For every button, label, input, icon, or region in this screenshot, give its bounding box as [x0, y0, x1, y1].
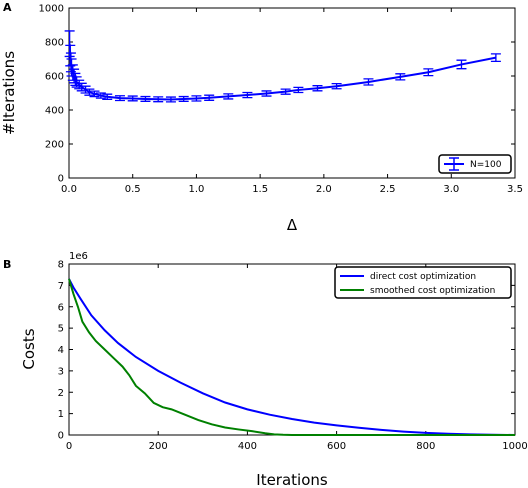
x-tick-label-b: 1000: [502, 441, 527, 452]
x-tick-label-a: 3.0: [443, 184, 459, 195]
x-tick-label-b: 200: [149, 441, 168, 452]
y-multiplier-label: 1e6: [69, 251, 88, 262]
x-tick-label-a: 2.0: [316, 184, 332, 195]
series-line-n100: [68, 43, 497, 101]
legend-box-b: [334, 266, 512, 299]
x-tick-label-b: 400: [238, 441, 257, 452]
y-tick-label-b: 6: [58, 302, 64, 313]
x-tick-label-a: 0.5: [125, 184, 141, 195]
legend-b: direct cost optimization smoothed cost o…: [334, 266, 512, 299]
y-ticks-a: 0 200 400 600 800 1000: [39, 4, 515, 185]
y-axis-label-b: Costs: [20, 328, 38, 369]
series-b: [68, 278, 516, 436]
y-axis-label-a: #Iterations: [0, 51, 18, 135]
series-line-direct: [68, 278, 516, 436]
legend-marker-n100: [444, 157, 464, 171]
x-tick-label-b: 600: [327, 441, 346, 452]
x-tick-label-a: 3.5: [507, 184, 523, 195]
y-tick-label-b: 2: [58, 388, 64, 399]
y-tick-label-a: 800: [45, 38, 64, 49]
legend-label-n100: N=100: [470, 160, 502, 170]
panel-label-a: A: [3, 1, 12, 14]
plot-frame-a: [68, 7, 516, 179]
legend-a: N=100: [438, 154, 512, 174]
y-tick-label-b: 7: [58, 281, 64, 292]
series-a: [64, 30, 501, 103]
y-tick-label-a: 400: [45, 106, 64, 117]
x-tick-label-a: 2.5: [380, 184, 396, 195]
legend-label-smoothed: smoothed cost optimization: [370, 286, 495, 296]
series-line-smoothed: [68, 278, 515, 436]
y-tick-label-a: 600: [45, 72, 64, 83]
y-ticks-b: 0 1 2 3 4 5 6 7 8: [58, 260, 515, 442]
chart-panel-a: A 0.0 0.5 1.0 1.5 2.0 2.5 3.0 3.5 0 200 400 600 800…: [0, 1, 523, 234]
y-tick-label-b: 5: [58, 324, 64, 335]
y-tick-label-a: 0: [58, 174, 64, 185]
x-tick-label-a: 1.5: [252, 184, 268, 195]
panel-label-b: B: [3, 258, 11, 271]
y-tick-label-b: 1: [58, 409, 64, 420]
y-tick-label-a: 1000: [39, 4, 64, 15]
chart-panel-b: B 1e6 0 200 400 600 800 1000 0 1 2 3 4 5 6 7 8 Iterat…: [3, 251, 528, 488]
y-tick-label-b: 8: [58, 260, 64, 271]
x-tick-label-b: 800: [416, 441, 435, 452]
x-ticks-b: 0 200 400 600 800 1000: [66, 264, 528, 452]
legend-box-a: [438, 154, 512, 174]
x-tick-label-b: 0: [66, 441, 72, 452]
y-tick-label-b: 0: [58, 431, 64, 442]
x-ticks-a: 0.0 0.5 1.0 1.5 2.0 2.5 3.0 3.5: [61, 8, 523, 195]
y-tick-label-b: 3: [58, 366, 64, 377]
legend-errorbar-n100: [449, 157, 459, 171]
y-tick-label-a: 200: [45, 140, 64, 151]
legend-label-direct: direct cost optimization: [370, 272, 476, 282]
x-tick-label-a: 1.0: [188, 184, 204, 195]
y-tick-label-b: 4: [58, 345, 64, 356]
x-axis-label-b: Iterations: [256, 471, 328, 488]
x-axis-label-a: Δ: [287, 216, 298, 234]
x-tick-label-a: 0.0: [61, 184, 77, 195]
